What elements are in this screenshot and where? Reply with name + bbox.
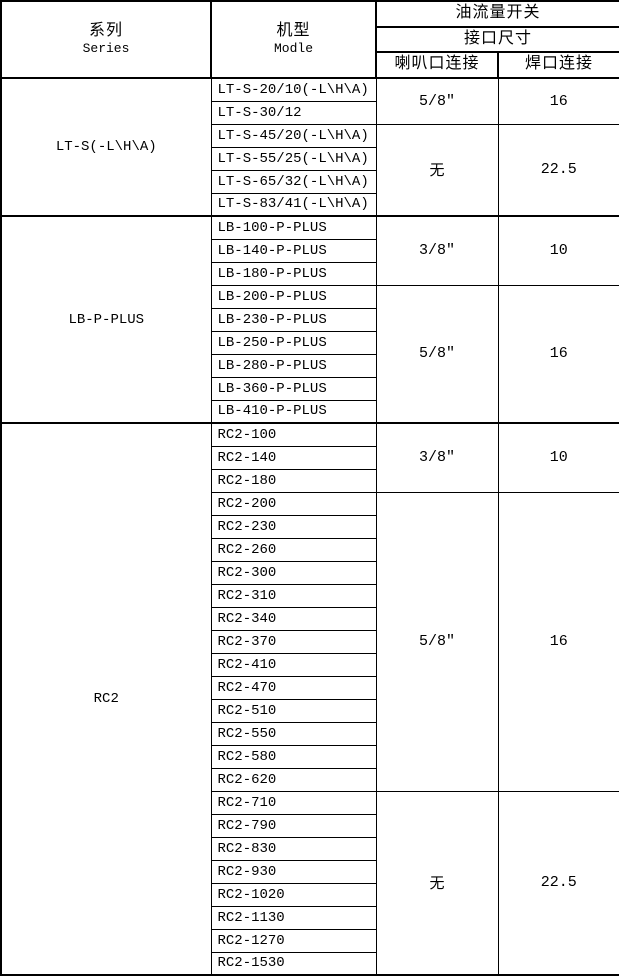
table-row: LT-S-30/12 bbox=[1, 100, 619, 125]
model-cell: RC2-180 bbox=[210, 468, 377, 493]
series-cell: LT-S(-L\H\A) bbox=[0, 77, 212, 217]
header-flare-connection: 喇叭口连接 bbox=[375, 51, 499, 79]
model-cell: LB-230-P-PLUS bbox=[210, 307, 377, 332]
header-series-en: Series bbox=[82, 41, 130, 57]
model-cell: RC2-340 bbox=[210, 606, 377, 631]
table-row: LB-180-P-PLUS bbox=[1, 261, 619, 286]
weld-value-cell: 16 bbox=[497, 77, 619, 125]
model-cell: RC2-710 bbox=[210, 790, 377, 815]
header-oil-flow-switch: 油流量开关 bbox=[374, 0, 619, 28]
table-row: RC2-370 bbox=[1, 629, 619, 654]
table-header: 系列 Series 机型 Modle 油流量开关 接口尺寸 喇叭口连接 焊口连接 bbox=[0, 0, 619, 79]
model-cell: LB-280-P-PLUS bbox=[210, 353, 377, 378]
model-cell: RC2-370 bbox=[210, 629, 377, 654]
model-cell: RC2-620 bbox=[210, 767, 377, 792]
weld-value-cell: 16 bbox=[497, 491, 619, 792]
series-cell: RC2 bbox=[0, 422, 212, 976]
header-model-en: Modle bbox=[273, 41, 313, 57]
model-cell: RC2-260 bbox=[210, 537, 377, 562]
model-cell: LB-360-P-PLUS bbox=[210, 376, 377, 401]
weld-value-cell: 22.5 bbox=[497, 790, 619, 976]
model-cell: RC2-470 bbox=[210, 675, 377, 700]
model-cell: RC2-1020 bbox=[210, 882, 377, 907]
flare-value-cell: 无 bbox=[375, 790, 499, 976]
model-cell: LT-S-55/25(-L\H\A) bbox=[210, 146, 377, 171]
table-row: RC2-930 bbox=[1, 859, 619, 884]
model-cell: LB-200-P-PLUS bbox=[210, 284, 377, 309]
model-cell: LB-250-P-PLUS bbox=[210, 330, 377, 355]
model-cell: RC2-830 bbox=[210, 836, 377, 861]
header-weld-connection: 焊口连接 bbox=[496, 51, 619, 79]
table-row: LT-S(-L\H\A) LT-S-20/10(-L\H\A) 5/8" 16 bbox=[0, 77, 619, 217]
model-cell: LT-S-30/12 bbox=[210, 100, 377, 125]
flare-value-cell: 无 bbox=[375, 123, 499, 217]
model-cell: LB-140-P-PLUS bbox=[210, 238, 377, 263]
header-series-zh: 系列 bbox=[88, 22, 123, 41]
table-row: RC2-140 bbox=[1, 445, 619, 470]
table-row: RC2-580 bbox=[1, 744, 619, 769]
model-cell: RC2-140 bbox=[210, 445, 377, 470]
model-cell: RC2-230 bbox=[210, 514, 377, 539]
model-cell: RC2-580 bbox=[210, 744, 377, 769]
model-cell: LB-100-P-PLUS bbox=[210, 215, 377, 240]
table-row: RC2-300 bbox=[1, 560, 619, 585]
header-model: 机型 Modle bbox=[210, 0, 377, 79]
model-cell: LT-S-65/32(-L\H\A) bbox=[210, 169, 377, 194]
model-cell: RC2-1130 bbox=[210, 905, 377, 930]
model-cell: LB-180-P-PLUS bbox=[210, 261, 377, 286]
table-row: RC2-710 无 22.5 bbox=[1, 790, 619, 976]
model-cell: RC2-300 bbox=[210, 560, 377, 585]
model-cell: RC2-1530 bbox=[210, 951, 377, 976]
flare-value-cell: 3/8" bbox=[375, 215, 499, 286]
table-row: LB-250-P-PLUS bbox=[1, 330, 619, 355]
header-model-zh: 机型 bbox=[276, 22, 311, 41]
header-interface-size: 接口尺寸 bbox=[374, 26, 619, 53]
model-cell: RC2-410 bbox=[210, 652, 377, 677]
table-body: LT-S(-L\H\A) LT-S-20/10(-L\H\A) 5/8" 16 LT-S… bbox=[0, 77, 619, 976]
table-row: RC2-310 bbox=[1, 583, 619, 608]
weld-value-cell: 22.5 bbox=[497, 123, 619, 217]
table-row: RC2-1270 bbox=[1, 928, 619, 953]
table-row: LT-S-45/20(-L\H\A) 无 22.5 bbox=[1, 123, 619, 217]
table-row: RC2-1020 bbox=[1, 882, 619, 907]
model-cell: LT-S-45/20(-L\H\A) bbox=[210, 123, 377, 148]
table-row: RC2-1530 bbox=[1, 951, 619, 976]
header-series: 系列 Series bbox=[0, 0, 212, 79]
model-cell: RC2-200 bbox=[210, 491, 377, 516]
weld-value-cell: 10 bbox=[497, 215, 619, 286]
model-cell: LB-410-P-PLUS bbox=[210, 399, 377, 424]
table-row: RC2-1130 bbox=[1, 905, 619, 930]
model-cell: RC2-790 bbox=[210, 813, 377, 838]
weld-value-cell: 16 bbox=[497, 284, 619, 424]
series-cell: LB-P-PLUS bbox=[0, 215, 212, 424]
table-row: RC2-830 bbox=[1, 836, 619, 861]
model-cell: RC2-1270 bbox=[210, 928, 377, 953]
model-cell: LT-S-83/41(-L\H\A) bbox=[210, 192, 377, 217]
weld-value-cell: 10 bbox=[497, 422, 619, 493]
flare-value-cell: 3/8" bbox=[375, 422, 499, 493]
table-row: LB-P-PLUS LB-100-P-PLUS 3/8" 10 bbox=[0, 215, 619, 424]
table-row: LT-S-83/41(-L\H\A) bbox=[1, 192, 619, 217]
model-cell: RC2-550 bbox=[210, 721, 377, 746]
table-row: RC2-620 bbox=[1, 767, 619, 792]
flare-value-cell: 5/8" bbox=[375, 284, 499, 424]
model-cell: RC2-100 bbox=[210, 422, 377, 447]
model-cell: LT-S-20/10(-L\H\A) bbox=[210, 77, 377, 102]
flare-value-cell: 5/8" bbox=[375, 77, 499, 125]
table-row: RC2-340 bbox=[1, 606, 619, 631]
table-row: RC2 RC2-100 3/8" 10 bbox=[0, 422, 619, 976]
model-cell: RC2-930 bbox=[210, 859, 377, 884]
table-row: LB-140-P-PLUS bbox=[1, 238, 619, 263]
table-row: RC2-200 5/8" 16 bbox=[1, 491, 619, 792]
table-row: LB-200-P-PLUS 5/8" 16 bbox=[1, 284, 619, 424]
table-row: LB-360-P-PLUS bbox=[1, 376, 619, 401]
model-cell: RC2-310 bbox=[210, 583, 377, 608]
table-row: RC2-510 bbox=[1, 698, 619, 723]
table-row: RC2-410 bbox=[1, 652, 619, 677]
flare-value-cell: 5/8" bbox=[375, 491, 499, 792]
model-cell: RC2-510 bbox=[210, 698, 377, 723]
